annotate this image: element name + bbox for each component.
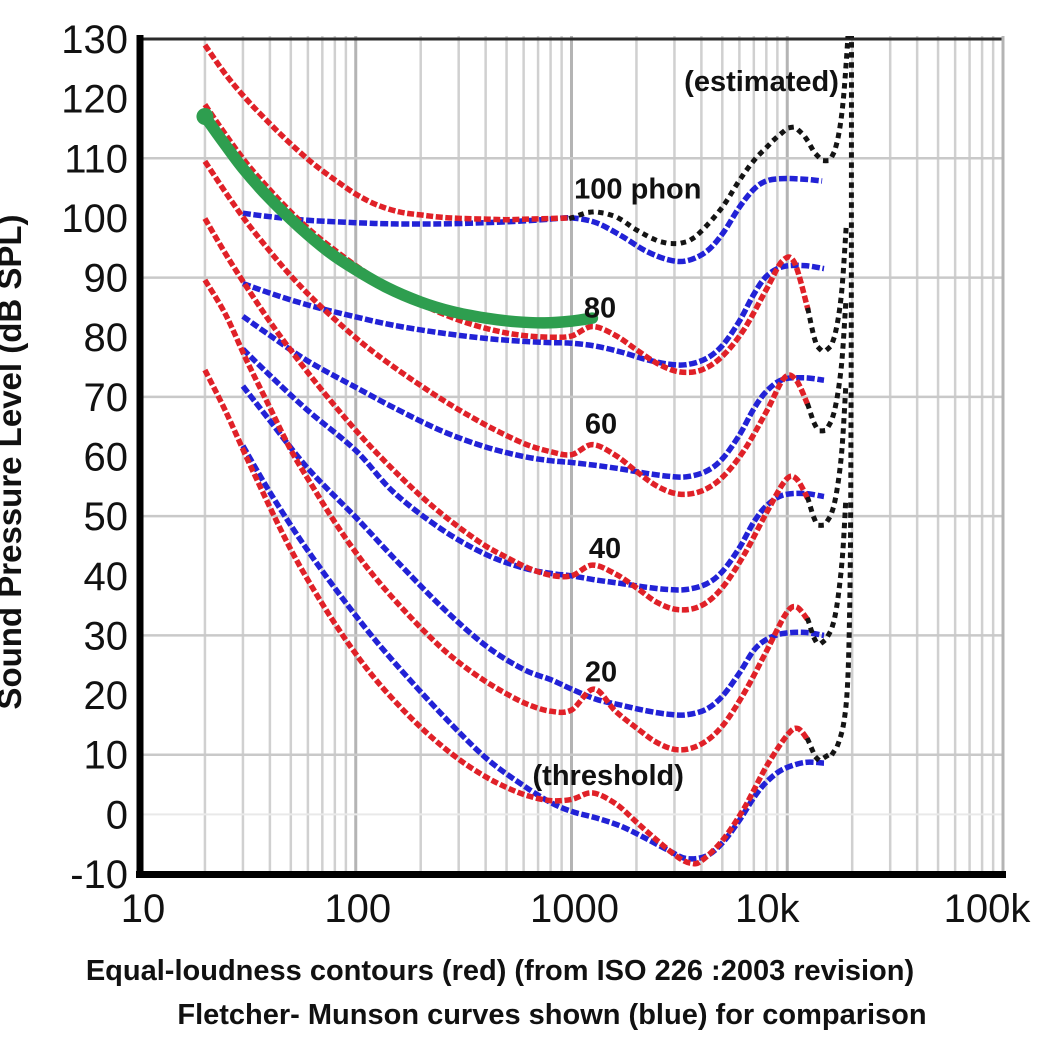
- gridlines: [140, 36, 1003, 875]
- x-tick-100k: 100k: [944, 887, 1032, 931]
- y-tick-70: 70: [84, 376, 129, 420]
- estimated-tail-80-dotted: [805, 221, 850, 354]
- y-tick-120: 120: [61, 78, 128, 122]
- iso-100-phon-red: [202, 43, 572, 223]
- iso-threshold-red: [202, 368, 811, 867]
- iso-60-phon-red: [202, 159, 811, 498]
- y-tick-20: 20: [84, 674, 129, 718]
- curve-label-40: 40: [589, 533, 621, 565]
- caption-line-2: Fletcher- Munson curves shown (blue) for…: [177, 999, 926, 1031]
- iso-20-phon-red: [202, 278, 811, 753]
- green-annotation: [196, 108, 599, 329]
- y-tick-110: 110: [64, 137, 128, 181]
- fm-40-phon-blue: [240, 347, 825, 593]
- y-tick-130: 130: [61, 18, 128, 62]
- curve-label-threshold: (threshold): [533, 760, 684, 792]
- x-tick-1000: 1000: [530, 887, 619, 931]
- curve-labels: (estimated) 100 phon 80 60 40 20 (threshold): [533, 66, 839, 792]
- fm-60-phon-blue: [241, 314, 825, 480]
- estimated-tail-20-dotted: [804, 495, 849, 646]
- x-tick-10k: 10k: [735, 887, 800, 931]
- curve-label-80: 80: [584, 293, 616, 325]
- fm-threshold-blue: [240, 444, 825, 862]
- estimated-tail-60-dotted: [804, 298, 849, 434]
- estimated-tail-40-dotted: [805, 382, 849, 528]
- y-axis-title: Sound Pressure Level (dB SPL): [0, 214, 28, 709]
- curve-label-estimated: (estimated): [684, 66, 839, 98]
- estimated-100-phon-dotted: [568, 36, 851, 247]
- y-tick-30: 30: [84, 614, 129, 658]
- x-tick-10: 10: [121, 887, 166, 931]
- fm-80-phon-blue: [241, 262, 825, 368]
- hearing-limit-20k-dotted: [829, 36, 854, 757]
- y-tick-10: 10: [84, 734, 129, 778]
- caption-line-1: Equal-loudness contours (red) (from ISO …: [86, 955, 914, 987]
- y-tick-100: 100: [61, 197, 128, 241]
- fm-20-phon-blue: [240, 384, 825, 718]
- curve-label-100-phon: 100 phon: [574, 173, 701, 205]
- fm-100-phon-blue: [242, 175, 823, 265]
- y-tick-0: 0: [106, 793, 128, 837]
- y-tick--10: -10: [70, 853, 128, 897]
- y-tick-60: 60: [84, 436, 129, 480]
- curve-label-20: 20: [585, 656, 617, 688]
- curve-label-60: 60: [585, 408, 617, 440]
- curves: [202, 36, 854, 867]
- green-annotation-stroke: [199, 110, 599, 329]
- y-tick-80: 80: [84, 316, 129, 360]
- plot-frame-axes: [136, 35, 1006, 878]
- iso-40-phon-red: [202, 217, 811, 613]
- estimated-tail-threshold-dotted: [804, 737, 837, 763]
- y-tick-40: 40: [84, 555, 129, 599]
- x-tick-100: 100: [324, 887, 391, 931]
- y-tick-50: 50: [84, 495, 129, 539]
- y-tick-90: 90: [84, 257, 129, 301]
